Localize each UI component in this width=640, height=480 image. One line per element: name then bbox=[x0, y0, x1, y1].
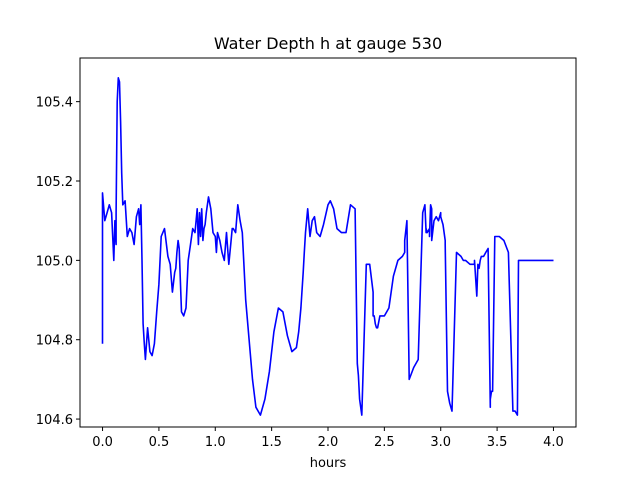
y-axis-ticks: 104.6 104.8 105.0 105.2 105.4 bbox=[36, 96, 80, 428]
x-axis-ticks: 0.0 0.5 1.0 1.5 2.0 2.5 3.0 3.5 4.0 bbox=[92, 427, 564, 450]
x-tick-label: 3.0 bbox=[430, 435, 451, 450]
x-tick-label: 0.0 bbox=[92, 435, 113, 450]
x-tick-label: 1.5 bbox=[261, 435, 282, 450]
x-tick-label: 0.5 bbox=[149, 435, 170, 450]
chart-title: Water Depth h at gauge 530 bbox=[214, 34, 442, 53]
x-tick-label: 3.5 bbox=[487, 435, 508, 450]
x-tick-label: 2.0 bbox=[318, 435, 339, 450]
y-tick-label: 105.4 bbox=[36, 96, 73, 111]
y-tick-label: 104.6 bbox=[36, 413, 73, 428]
x-tick-label: 1.0 bbox=[205, 435, 226, 450]
y-tick-label: 105.0 bbox=[36, 254, 73, 269]
depth-series-line bbox=[101, 77, 554, 416]
plot-background bbox=[80, 58, 576, 427]
y-tick-label: 105.2 bbox=[36, 175, 73, 190]
x-tick-label: 4.0 bbox=[543, 435, 564, 450]
x-axis-label: hours bbox=[310, 456, 347, 471]
y-tick-label: 104.8 bbox=[36, 334, 73, 349]
x-tick-label: 2.5 bbox=[374, 435, 395, 450]
